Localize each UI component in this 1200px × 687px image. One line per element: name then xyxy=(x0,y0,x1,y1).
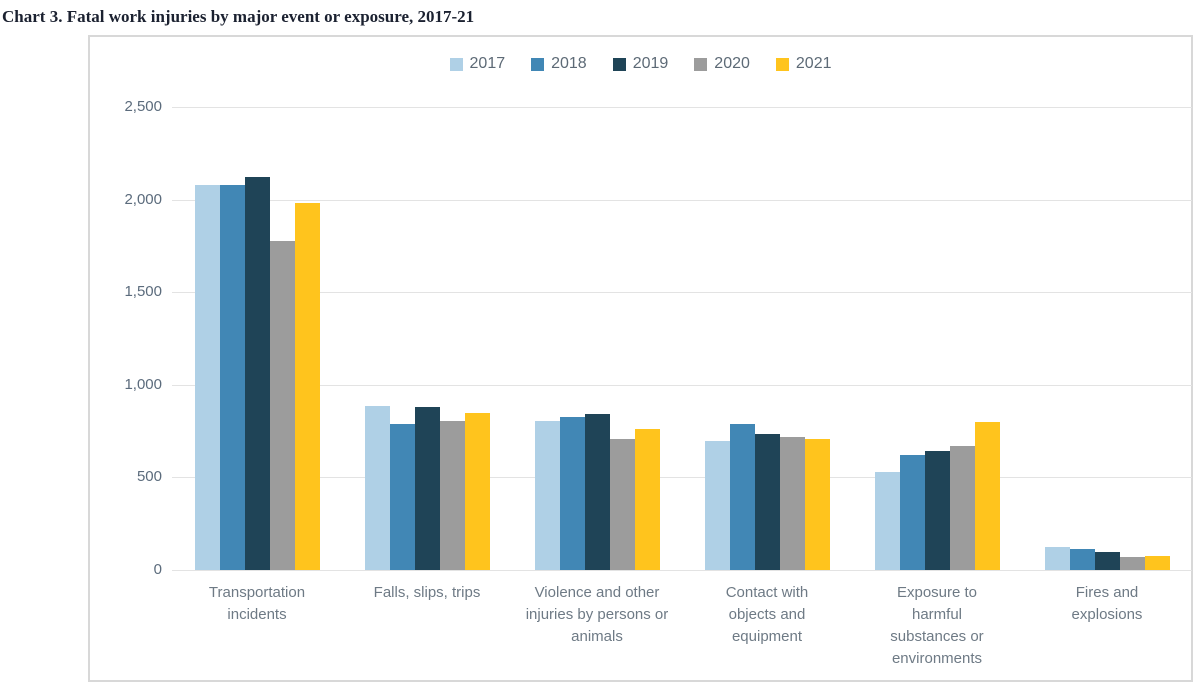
y-axis-tick-label: 500 xyxy=(136,468,162,486)
bar-2019 xyxy=(584,414,610,570)
bar-2020 xyxy=(779,437,805,570)
bar-2021 xyxy=(974,422,1000,570)
y-axis-tick-label: 1,500 xyxy=(124,283,162,301)
legend-label: 2018 xyxy=(551,55,587,72)
legend-item-2020: 2020 xyxy=(694,55,750,73)
bar-2018 xyxy=(729,424,755,570)
legend-swatch-icon xyxy=(449,57,463,71)
y-axis-tick-label: 1,000 xyxy=(124,375,162,393)
y-axis-tick-label: 2,000 xyxy=(124,190,162,208)
y-axis-tick-label: 2,500 xyxy=(124,98,162,115)
bar-group-1 xyxy=(172,107,342,570)
bar-group-4 xyxy=(682,107,852,570)
legend-item-2019: 2019 xyxy=(612,55,669,73)
bar-2020 xyxy=(609,439,635,570)
bar-2017 xyxy=(194,185,220,570)
legend-swatch-icon xyxy=(612,57,626,71)
legend-swatch-icon xyxy=(531,57,545,71)
y-axis-tick-label: 0 xyxy=(153,561,162,578)
chart-legend: 2017 2018 2019 2020 2021 xyxy=(90,55,1191,73)
legend-label: 2017 xyxy=(469,55,506,72)
bar-2019 xyxy=(414,407,440,570)
bar-2019 xyxy=(754,434,780,570)
gridline-1000 xyxy=(172,384,1192,386)
x-axis-category-label: Transportation incidents xyxy=(208,584,306,623)
x-axis-category-label: Falls, slips, trips xyxy=(373,584,481,601)
bar-2020 xyxy=(949,446,975,570)
bar-2021 xyxy=(634,429,660,570)
bar-2017 xyxy=(364,406,390,570)
bar-2018 xyxy=(389,424,415,570)
bar-2021 xyxy=(464,413,490,570)
bar-group-6 xyxy=(1022,107,1192,570)
plot-area: 0 500 1,000 1,500 2,000 2,500 Transportation i… xyxy=(124,98,1192,667)
gridline-2500 xyxy=(172,107,1192,108)
bar-2019 xyxy=(244,177,270,570)
gridline-2000 xyxy=(172,199,1192,201)
chart-title: Chart 3. Fatal work injuries by major ev… xyxy=(2,7,475,26)
bar-2019 xyxy=(1094,552,1120,570)
legend-item-2018: 2018 xyxy=(531,55,587,73)
bar-2020 xyxy=(269,241,295,570)
bar-2019 xyxy=(924,451,950,570)
bar-2018 xyxy=(899,455,925,570)
bar-2018 xyxy=(219,185,245,570)
bar-2017 xyxy=(534,421,560,570)
bar-2017 xyxy=(1044,547,1070,570)
bar-2017 xyxy=(874,472,900,570)
bar-2021 xyxy=(294,203,320,570)
bar-group-3 xyxy=(512,107,682,570)
chart-frame: 2017 2018 2019 2020 2021 0 500 1,000 1,500 2,000… xyxy=(88,35,1193,682)
bar-2018 xyxy=(559,417,585,570)
x-axis-category-label: Fires and explosions xyxy=(1071,584,1143,623)
bar-2018 xyxy=(1069,549,1095,570)
legend-swatch-icon xyxy=(775,57,789,71)
legend-swatch-icon xyxy=(694,57,708,71)
bar-2017 xyxy=(704,441,730,570)
legend-label: 2021 xyxy=(795,55,832,72)
x-axis-category-label: Exposure to harmful substances or enviro… xyxy=(890,584,984,667)
x-axis-category-label: Contact with objects and equipment xyxy=(725,584,809,645)
gridline-1500 xyxy=(172,292,1192,294)
bar-group-2 xyxy=(342,107,512,570)
bar-2021 xyxy=(804,439,830,570)
bar-2020 xyxy=(439,421,465,570)
legend-label: 2020 xyxy=(714,55,750,72)
bar-2020 xyxy=(1119,557,1145,570)
legend-item-2021: 2021 xyxy=(775,55,832,73)
legend-label: 2019 xyxy=(632,55,669,72)
bar-2021 xyxy=(1144,556,1170,570)
gridline-500 xyxy=(172,477,1192,479)
legend-item-2017: 2017 xyxy=(449,55,506,73)
bar-group-5 xyxy=(852,107,1022,570)
gridline-0 xyxy=(172,570,1192,571)
x-axis-category-label: Violence and other injuries by persons o… xyxy=(525,584,669,645)
